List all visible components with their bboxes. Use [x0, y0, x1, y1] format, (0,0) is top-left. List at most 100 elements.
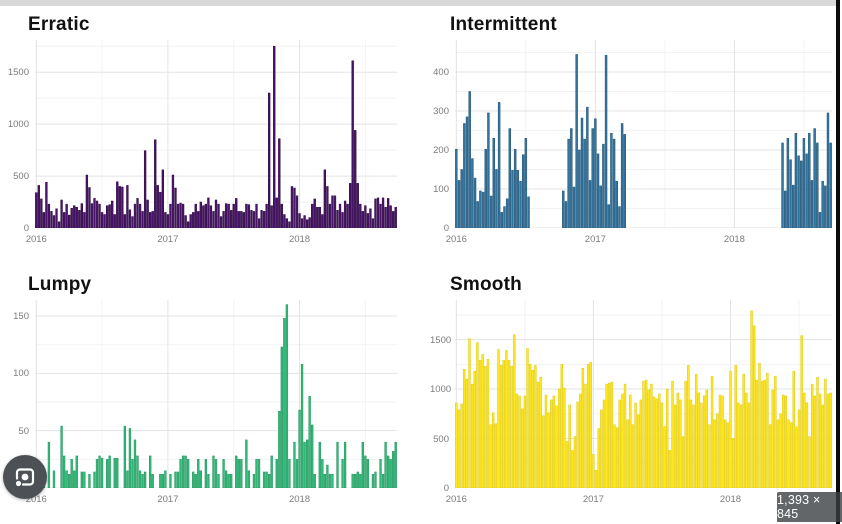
bar: [374, 471, 377, 488]
bar: [93, 471, 96, 488]
google-lens-button[interactable]: [3, 455, 47, 499]
bar: [505, 350, 508, 488]
bar: [631, 424, 635, 488]
y-axis-tick-label: 200: [433, 144, 449, 156]
bar: [181, 203, 185, 228]
bar: [813, 128, 816, 228]
bar: [539, 376, 542, 488]
bar: [816, 142, 819, 228]
bar: [93, 198, 96, 228]
bar: [465, 116, 469, 228]
y-axis-tick-label: 50: [18, 425, 29, 437]
bar: [138, 203, 142, 228]
bar: [550, 399, 553, 488]
bar: [481, 191, 485, 228]
bar: [123, 214, 127, 228]
bar: [384, 206, 387, 228]
google-lens-camera-icon: [15, 468, 35, 487]
chart-title: Erratic: [28, 14, 90, 35]
bar: [313, 473, 316, 488]
bar: [755, 379, 759, 488]
bar: [555, 405, 558, 488]
x-axis-tick-label: 2016: [25, 234, 47, 245]
bar: [247, 204, 251, 228]
bar: [808, 132, 811, 228]
bar: [349, 183, 352, 228]
bar: [647, 389, 650, 488]
bar: [336, 441, 339, 488]
bar: [621, 393, 624, 488]
bar: [280, 346, 283, 488]
bar: [88, 187, 91, 228]
bar: [75, 206, 78, 228]
bar: [100, 457, 104, 488]
bar: [753, 325, 756, 488]
bar: [199, 470, 202, 488]
bar: [826, 393, 830, 488]
bar: [308, 217, 311, 228]
bar: [792, 184, 795, 228]
bar: [298, 409, 301, 488]
chart-panel: [35, 40, 397, 228]
bar: [369, 208, 372, 228]
bar: [189, 214, 192, 228]
bar: [523, 395, 527, 488]
bar: [118, 186, 121, 228]
bar: [742, 373, 745, 488]
bar: [758, 363, 761, 488]
bar: [300, 363, 304, 488]
bar: [265, 471, 268, 488]
chart-lumpy: Lumpy050100150201620172018: [0, 266, 430, 524]
bar: [392, 451, 395, 488]
bar: [351, 60, 354, 228]
bar: [116, 181, 119, 228]
bar: [283, 214, 286, 228]
bar: [131, 459, 134, 488]
bar: [695, 373, 698, 488]
bar: [497, 102, 501, 228]
bar: [366, 213, 370, 228]
bar: [47, 203, 51, 228]
y-axis-tick-label: 100: [433, 183, 449, 195]
bar: [808, 436, 811, 488]
bar: [597, 428, 600, 488]
bar: [113, 214, 116, 228]
bar: [192, 471, 195, 488]
bar: [521, 408, 524, 488]
bar: [681, 436, 685, 488]
bar: [113, 457, 116, 488]
bar: [460, 403, 463, 488]
bar: [802, 138, 806, 228]
bar: [824, 185, 827, 228]
bar: [623, 134, 627, 228]
bar: [803, 392, 806, 488]
bar: [70, 459, 73, 488]
bar: [763, 379, 766, 488]
bar: [557, 388, 561, 488]
bar: [336, 210, 339, 228]
bar: [268, 92, 271, 228]
bar: [629, 394, 632, 488]
bar: [739, 404, 743, 488]
bar: [552, 395, 556, 488]
bar: [60, 425, 63, 488]
x-axis-tick-label: 2017: [582, 494, 604, 505]
bar: [316, 206, 319, 228]
bar: [494, 423, 498, 488]
bar: [655, 398, 658, 488]
bar: [131, 216, 134, 228]
bar: [230, 210, 233, 228]
bar: [536, 381, 540, 488]
bar: [797, 155, 800, 228]
bar: [70, 208, 73, 228]
bar: [510, 366, 513, 488]
bar: [60, 199, 63, 228]
bar: [531, 370, 534, 488]
x-axis-tick-label: 2016: [445, 494, 467, 505]
bar: [710, 375, 714, 488]
bar: [217, 473, 220, 488]
bar: [359, 203, 362, 228]
bar: [492, 412, 495, 488]
bar: [318, 441, 321, 488]
bar: [497, 349, 500, 488]
